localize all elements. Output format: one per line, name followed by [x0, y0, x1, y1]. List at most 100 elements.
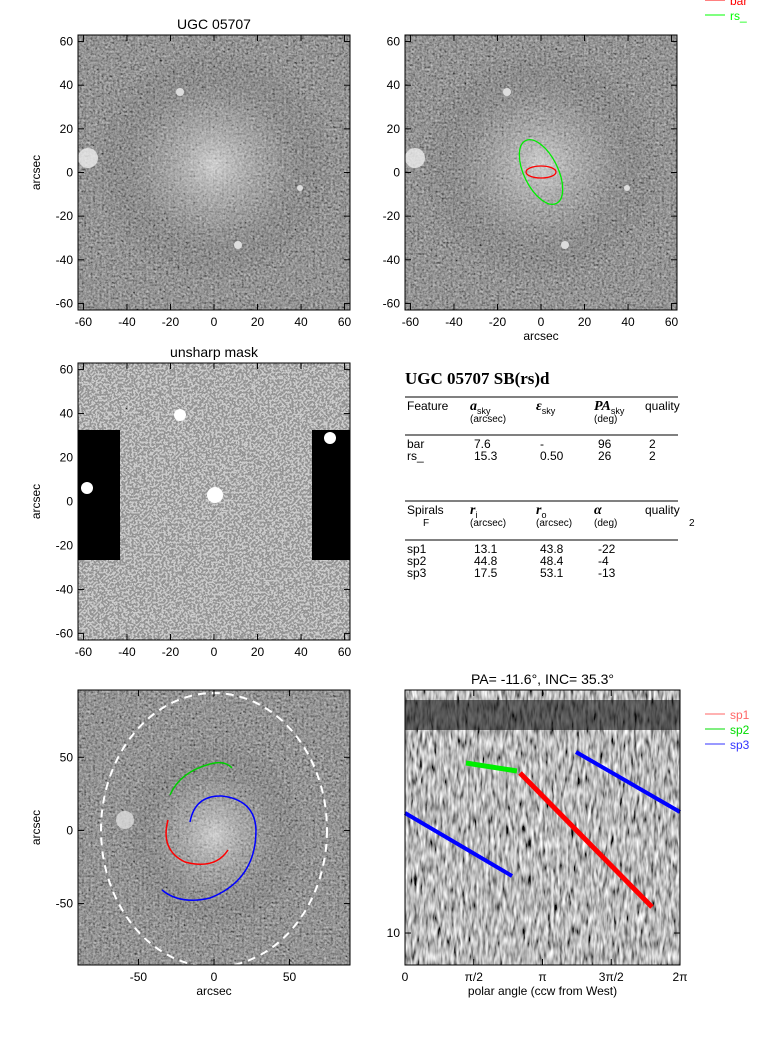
y-tick-label: 10 [387, 926, 401, 940]
table-cell: -13 [598, 566, 616, 580]
header-unit: F [423, 518, 429, 529]
table-cell: -4 [598, 554, 609, 568]
table-cell: -22 [598, 542, 616, 556]
legend-label: sp2 [730, 723, 750, 737]
table-cell: 26 [598, 449, 612, 463]
table-cell: 0.50 [540, 449, 564, 463]
x-tick-label: 0 [402, 970, 409, 984]
y-tick-label: 0 [66, 823, 73, 837]
table-cell: 44.8 [474, 554, 498, 568]
image-3 [78, 363, 350, 640]
header-symbol: α [594, 503, 602, 518]
x-tick-label: 40 [294, 315, 308, 329]
table-cell: sp1 [407, 542, 427, 556]
x-tick-label: 0 [211, 970, 218, 984]
x-tick-label: -60 [75, 645, 93, 659]
y-tick-label: -40 [56, 582, 74, 596]
y-tick-label: -50 [56, 897, 74, 911]
header-symbol: r [470, 503, 476, 518]
legend-label: sp1 [730, 708, 750, 722]
x-tick-label: 0 [211, 315, 218, 329]
x-tick-label: 3π/2 [599, 970, 624, 984]
table-header: asky [470, 399, 491, 416]
x-tick-label: 50 [283, 970, 297, 984]
table-cell: 7.6 [474, 437, 491, 451]
table-cell: sp2 [407, 554, 427, 568]
table-header: Spirals [407, 503, 444, 517]
x-tick-label: -40 [118, 645, 136, 659]
y-axis-label: arcsec [29, 155, 43, 190]
table-cell: - [540, 437, 544, 451]
table-cell: bar [407, 437, 424, 451]
x-tick-label: 40 [621, 315, 635, 329]
table-header: εsky [536, 399, 556, 416]
panel-title: UGC 05707 [177, 16, 251, 32]
y-tick-label: 0 [393, 166, 400, 180]
y-tick-label: 40 [387, 78, 401, 92]
y-tick-label: 40 [60, 78, 74, 92]
y-axis-label: arcsec [29, 810, 43, 845]
table-header: quality [645, 399, 680, 413]
y-tick-label: -20 [56, 538, 74, 552]
header-subscript: sky [477, 406, 491, 416]
header-subscript: i [475, 510, 477, 520]
header-unit: (arcsec) [536, 518, 572, 529]
x-tick-label: 60 [338, 645, 352, 659]
table-cell: rs_ [407, 449, 424, 463]
x-tick-label: π [538, 970, 546, 984]
x-tick-label: -20 [162, 315, 180, 329]
y-tick-label: -40 [56, 253, 74, 267]
table-header: quality [645, 503, 680, 517]
x-tick-label: 0 [211, 645, 218, 659]
y-tick-label: 60 [60, 363, 74, 377]
y-tick-label: 0 [66, 495, 73, 509]
table-header: Feature [407, 399, 449, 413]
table-header: PAsky [594, 399, 625, 416]
legend-label: bar [730, 0, 747, 8]
x-axis-label: polar angle (ccw from West) [468, 984, 617, 998]
table-cell: 13.1 [474, 542, 498, 556]
header-subscript: sky [542, 406, 556, 416]
header-unit: 2 [689, 518, 695, 529]
header-symbol: r [536, 503, 542, 518]
panel-title: PA= -11.6°, INC= 35.3° [471, 671, 614, 687]
x-tick-label: 2π [673, 970, 688, 984]
header-unit: (arcsec) [470, 518, 506, 529]
table-header: ri [470, 503, 477, 520]
x-tick-label: -40 [118, 315, 136, 329]
table-cell: 17.5 [474, 566, 498, 580]
table-cell: 2 [649, 437, 656, 451]
x-tick-label: -50 [130, 970, 148, 984]
table-cell: 43.8 [540, 542, 564, 556]
table-cell: 15.3 [474, 449, 498, 463]
y-tick-label: -60 [383, 296, 401, 310]
header-unit: (arcsec) [470, 414, 506, 425]
header-unit: (deg) [594, 518, 617, 529]
y-tick-label: 20 [387, 122, 401, 136]
header-subscript: sky [611, 406, 625, 416]
y-tick-label: -60 [56, 296, 74, 310]
header-symbol: ε [536, 399, 542, 414]
y-tick-label: 20 [60, 122, 74, 136]
parameter-table: UGC 05707 SB(rs)d Feature asky(arcsec)εsk… [405, 369, 695, 580]
y-tick-label: 0 [66, 166, 73, 180]
image-5 [403, 690, 681, 965]
header-symbol: a [470, 399, 477, 414]
x-tick-label: -20 [162, 645, 180, 659]
table-header: ro [536, 503, 546, 520]
x-tick-label: 20 [578, 315, 592, 329]
panel-title: unsharp mask [170, 344, 259, 360]
table-cell: 53.1 [540, 566, 564, 580]
legend-label: sp3 [730, 738, 750, 752]
x-tick-label: 20 [251, 645, 265, 659]
x-tick-label: 0 [538, 315, 545, 329]
y-axis-label: arcsec [29, 484, 43, 519]
table-cell: 2 [649, 449, 656, 463]
x-tick-label: -60 [75, 315, 93, 329]
image-2 [405, 35, 677, 310]
y-tick-label: -20 [383, 209, 401, 223]
table-cell: 96 [598, 437, 612, 451]
y-tick-label: -40 [383, 253, 401, 267]
